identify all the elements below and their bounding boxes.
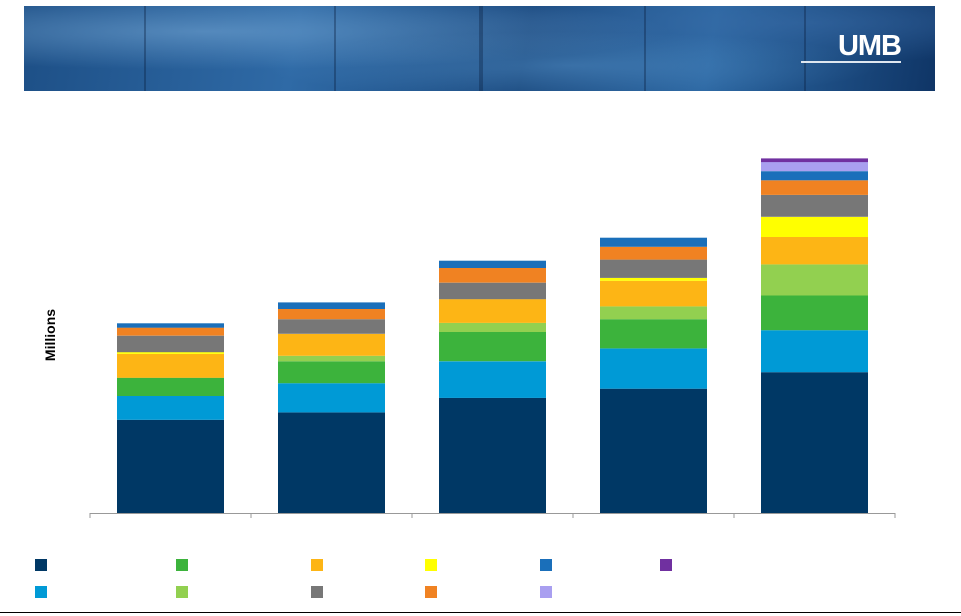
bar-segment [439, 268, 546, 283]
bar-segment [117, 323, 224, 328]
bar-segment [439, 260, 546, 268]
bar-segment [761, 295, 868, 331]
bar-stack [278, 302, 385, 513]
bar-segment [761, 180, 868, 195]
bar-segment [761, 264, 868, 296]
bar-segment [439, 361, 546, 398]
bar-segment [278, 309, 385, 320]
bar-segment [278, 412, 385, 513]
bar-segment [439, 322, 546, 332]
bar-segment [278, 383, 385, 413]
bar-segment [600, 388, 707, 513]
bar-stack [600, 237, 707, 513]
bar-segment [600, 306, 707, 320]
bar-segment [761, 216, 868, 237]
bar-segment [117, 377, 224, 396]
bar-segment [117, 396, 224, 420]
legend-swatch [176, 559, 188, 571]
legend-swatch [311, 586, 323, 598]
legend-swatch [425, 586, 437, 598]
bar-segment [439, 299, 546, 323]
bar-stack [761, 158, 868, 513]
banner-texture [804, 6, 806, 91]
bar-segment [439, 282, 546, 300]
bar-stack [439, 260, 546, 513]
bar-segment [117, 335, 224, 353]
bar-segment [600, 246, 707, 260]
footer-divider [0, 612, 961, 613]
bar-segment [761, 162, 868, 172]
bar-segment [117, 327, 224, 336]
bar-segment [278, 355, 385, 362]
bar-segment [761, 237, 868, 265]
bar-segment [600, 259, 707, 278]
legend-swatch [35, 559, 47, 571]
bar-segment [439, 397, 546, 513]
umb-logo: UMB [837, 30, 902, 62]
bar-segment [600, 280, 707, 307]
bar-segment [278, 333, 385, 356]
bar-segment [761, 330, 868, 373]
legend-swatch [540, 586, 552, 598]
legend-swatch [425, 559, 437, 571]
legend-swatch [311, 559, 323, 571]
bar-segment [278, 302, 385, 309]
banner-texture [644, 6, 646, 91]
bar-segment [600, 277, 707, 281]
bar-segment [600, 319, 707, 349]
bar-segment [761, 158, 868, 163]
legend-swatch [540, 559, 552, 571]
legend-swatch [176, 586, 188, 598]
bar-segment [439, 332, 546, 362]
bar-segment [117, 352, 224, 354]
header-banner: UMB [24, 6, 935, 91]
bar-segment [117, 419, 224, 513]
bar-segment [117, 354, 224, 378]
logo-underline [801, 61, 901, 63]
legend-swatch [35, 586, 47, 598]
bar-segment [600, 237, 707, 247]
banner-texture [144, 6, 146, 91]
bar-segment [761, 372, 868, 513]
banner-texture [479, 6, 483, 91]
bar-stack [117, 323, 224, 513]
legend-swatch [660, 559, 672, 571]
bar-segment [761, 194, 868, 217]
bar-segment [761, 171, 868, 181]
bar-segment [278, 319, 385, 334]
bar-segment [600, 348, 707, 389]
banner-texture [334, 6, 336, 91]
bar-segment [278, 361, 385, 384]
